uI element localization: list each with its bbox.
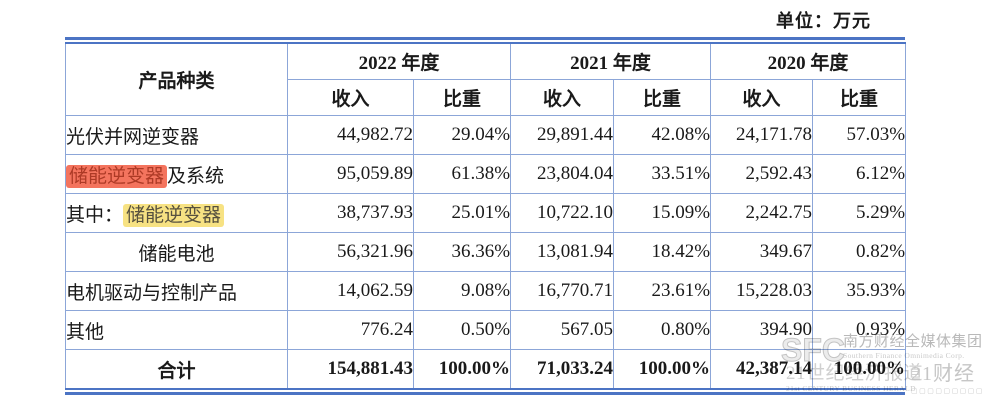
share-value: 25.01% — [412, 193, 512, 233]
share-value: 0.82% — [812, 232, 907, 272]
col-subheader-income-2022: 收入 — [287, 79, 414, 116]
col-subheader-income-2020: 收入 — [710, 79, 814, 116]
product-label-cell: 其他 — [65, 310, 288, 350]
table-row: 其中： 储能逆变器 38,737.93 25.01% 10,722.10 15.09% 2,… — [65, 193, 907, 233]
product-label-text: 电机驱动与控制产品 — [66, 282, 238, 304]
table-row: 其他 776.24 0.50% 567.05 0.80% 394.90 0.93% — [65, 310, 907, 350]
income-value: 567.05 — [510, 310, 615, 350]
col-header-year-2022: 2022 年度 — [286, 42, 512, 80]
share-value: 100.00% — [613, 349, 712, 390]
income-value: 56,321.96 — [287, 232, 414, 272]
share-value: 35.93% — [812, 271, 907, 311]
col-subheader-share-2022: 比重 — [412, 79, 512, 116]
col-subheader-income-2021: 收入 — [510, 79, 615, 116]
income-value: 776.24 — [287, 310, 414, 350]
income-value: 71,033.24 — [510, 349, 615, 390]
watermark-21cj-cn: 21财经 — [911, 363, 975, 385]
table-header: 产品种类 2022 年度 2021 年度 2020 年度 收入 比重 收入 比重… — [65, 42, 907, 116]
unit-label: 单位：万元 — [776, 11, 871, 31]
share-value: 100.00% — [812, 349, 907, 390]
product-label-text: 及系统 — [167, 165, 225, 187]
income-value: 10,722.10 — [510, 193, 615, 233]
col-subheader-share-2021: 比重 — [613, 79, 712, 116]
share-value: 6.12% — [812, 154, 907, 194]
income-value: 2,592.43 — [710, 154, 814, 194]
share-value: 0.50% — [412, 310, 512, 350]
share-value: 57.03% — [812, 115, 907, 155]
share-value: 15.09% — [613, 193, 712, 233]
income-value: 349.67 — [710, 232, 814, 272]
share-value: 0.80% — [613, 310, 712, 350]
top-rule-thick — [65, 37, 905, 40]
income-value: 42,387.14 — [710, 349, 814, 390]
col-header-year-2021: 2021 年度 — [510, 42, 712, 80]
share-value: 29.04% — [412, 115, 512, 155]
share-value: 100.00% — [412, 349, 512, 390]
income-value: 2,242.75 — [710, 193, 814, 233]
product-label-cell: 光伏并网逆变器 — [65, 115, 288, 155]
product-label-cell: 电机驱动与控制产品 — [65, 271, 288, 311]
highlight-red: 储能逆变器 — [66, 164, 168, 188]
table-row: 储能电池 56,321.96 36.36% 13,081.94 18.42% 349.67… — [65, 232, 907, 272]
share-value: 0.93% — [812, 310, 907, 350]
col-subheader-share-2020: 比重 — [812, 79, 907, 116]
income-value: 154,881.43 — [287, 349, 414, 390]
share-value: 33.51% — [613, 154, 712, 194]
col-header-product: 产品种类 — [65, 42, 288, 116]
share-value: 61.38% — [412, 154, 512, 194]
income-value: 15,228.03 — [710, 271, 814, 311]
col-header-year-2020: 2020 年度 — [710, 42, 907, 80]
product-label-cell: 储能电池 — [65, 232, 288, 272]
income-value: 24,171.78 — [710, 115, 814, 155]
highlight-yellow: 储能逆变器 — [123, 203, 225, 227]
income-value: 95,059.89 — [287, 154, 414, 194]
income-value: 38,737.93 — [287, 193, 414, 233]
bottom-rule-thick — [65, 392, 905, 395]
watermark-21cj-marks: ▢▢▢▢▢▢▢▢▢ — [911, 387, 985, 395]
income-value: 44,982.72 — [287, 115, 414, 155]
income-value: 394.90 — [710, 310, 814, 350]
product-label-text: 其他 — [66, 321, 105, 343]
revenue-table: 产品种类 2022 年度 2021 年度 2020 年度 收入 比重 收入 比重… — [65, 42, 907, 390]
income-value: 23,804.04 — [510, 154, 615, 194]
table-row: 电机驱动与控制产品 14,062.59 9.08% 16,770.71 23.61% 15… — [65, 271, 907, 311]
product-label-text: 合计 — [157, 360, 196, 382]
share-value: 42.08% — [613, 115, 712, 155]
table-row: 合计 154,881.43 100.00% 71,033.24 100.00% 42,38… — [65, 349, 907, 390]
table-body: 光伏并网逆变器 44,982.72 29.04% 29,891.44 42.08% 24,… — [65, 115, 907, 390]
share-value: 5.29% — [812, 193, 907, 233]
share-value: 9.08% — [412, 271, 512, 311]
product-label-text: 光伏并网逆变器 — [66, 126, 200, 148]
income-value: 14,062.59 — [287, 271, 414, 311]
share-value: 23.61% — [613, 271, 712, 311]
table-row: 光伏并网逆变器 44,982.72 29.04% 29,891.44 42.08% 24,… — [65, 115, 907, 155]
watermark-21cj: 21财经 ▢▢▢▢▢▢▢▢▢ — [911, 363, 985, 396]
table-row: 储能逆变器 及系统 95,059.89 61.38% 23,804.04 33.51% 2,… — [65, 154, 907, 194]
income-value: 16,770.71 — [510, 271, 615, 311]
income-value: 13,081.94 — [510, 232, 615, 272]
product-label-cell: 合计 — [65, 349, 288, 390]
share-value: 36.36% — [412, 232, 512, 272]
product-label-text: 其中： — [66, 204, 124, 226]
revenue-table-wrap: 产品种类 2022 年度 2021 年度 2020 年度 收入 比重 收入 比重… — [65, 37, 907, 395]
product-label-text: 储能电池 — [138, 243, 215, 265]
share-value: 18.42% — [613, 232, 712, 272]
income-value: 29,891.44 — [510, 115, 615, 155]
product-label-cell: 储能逆变器 及系统 — [65, 154, 288, 194]
product-label-cell: 其中： 储能逆变器 — [65, 193, 288, 233]
